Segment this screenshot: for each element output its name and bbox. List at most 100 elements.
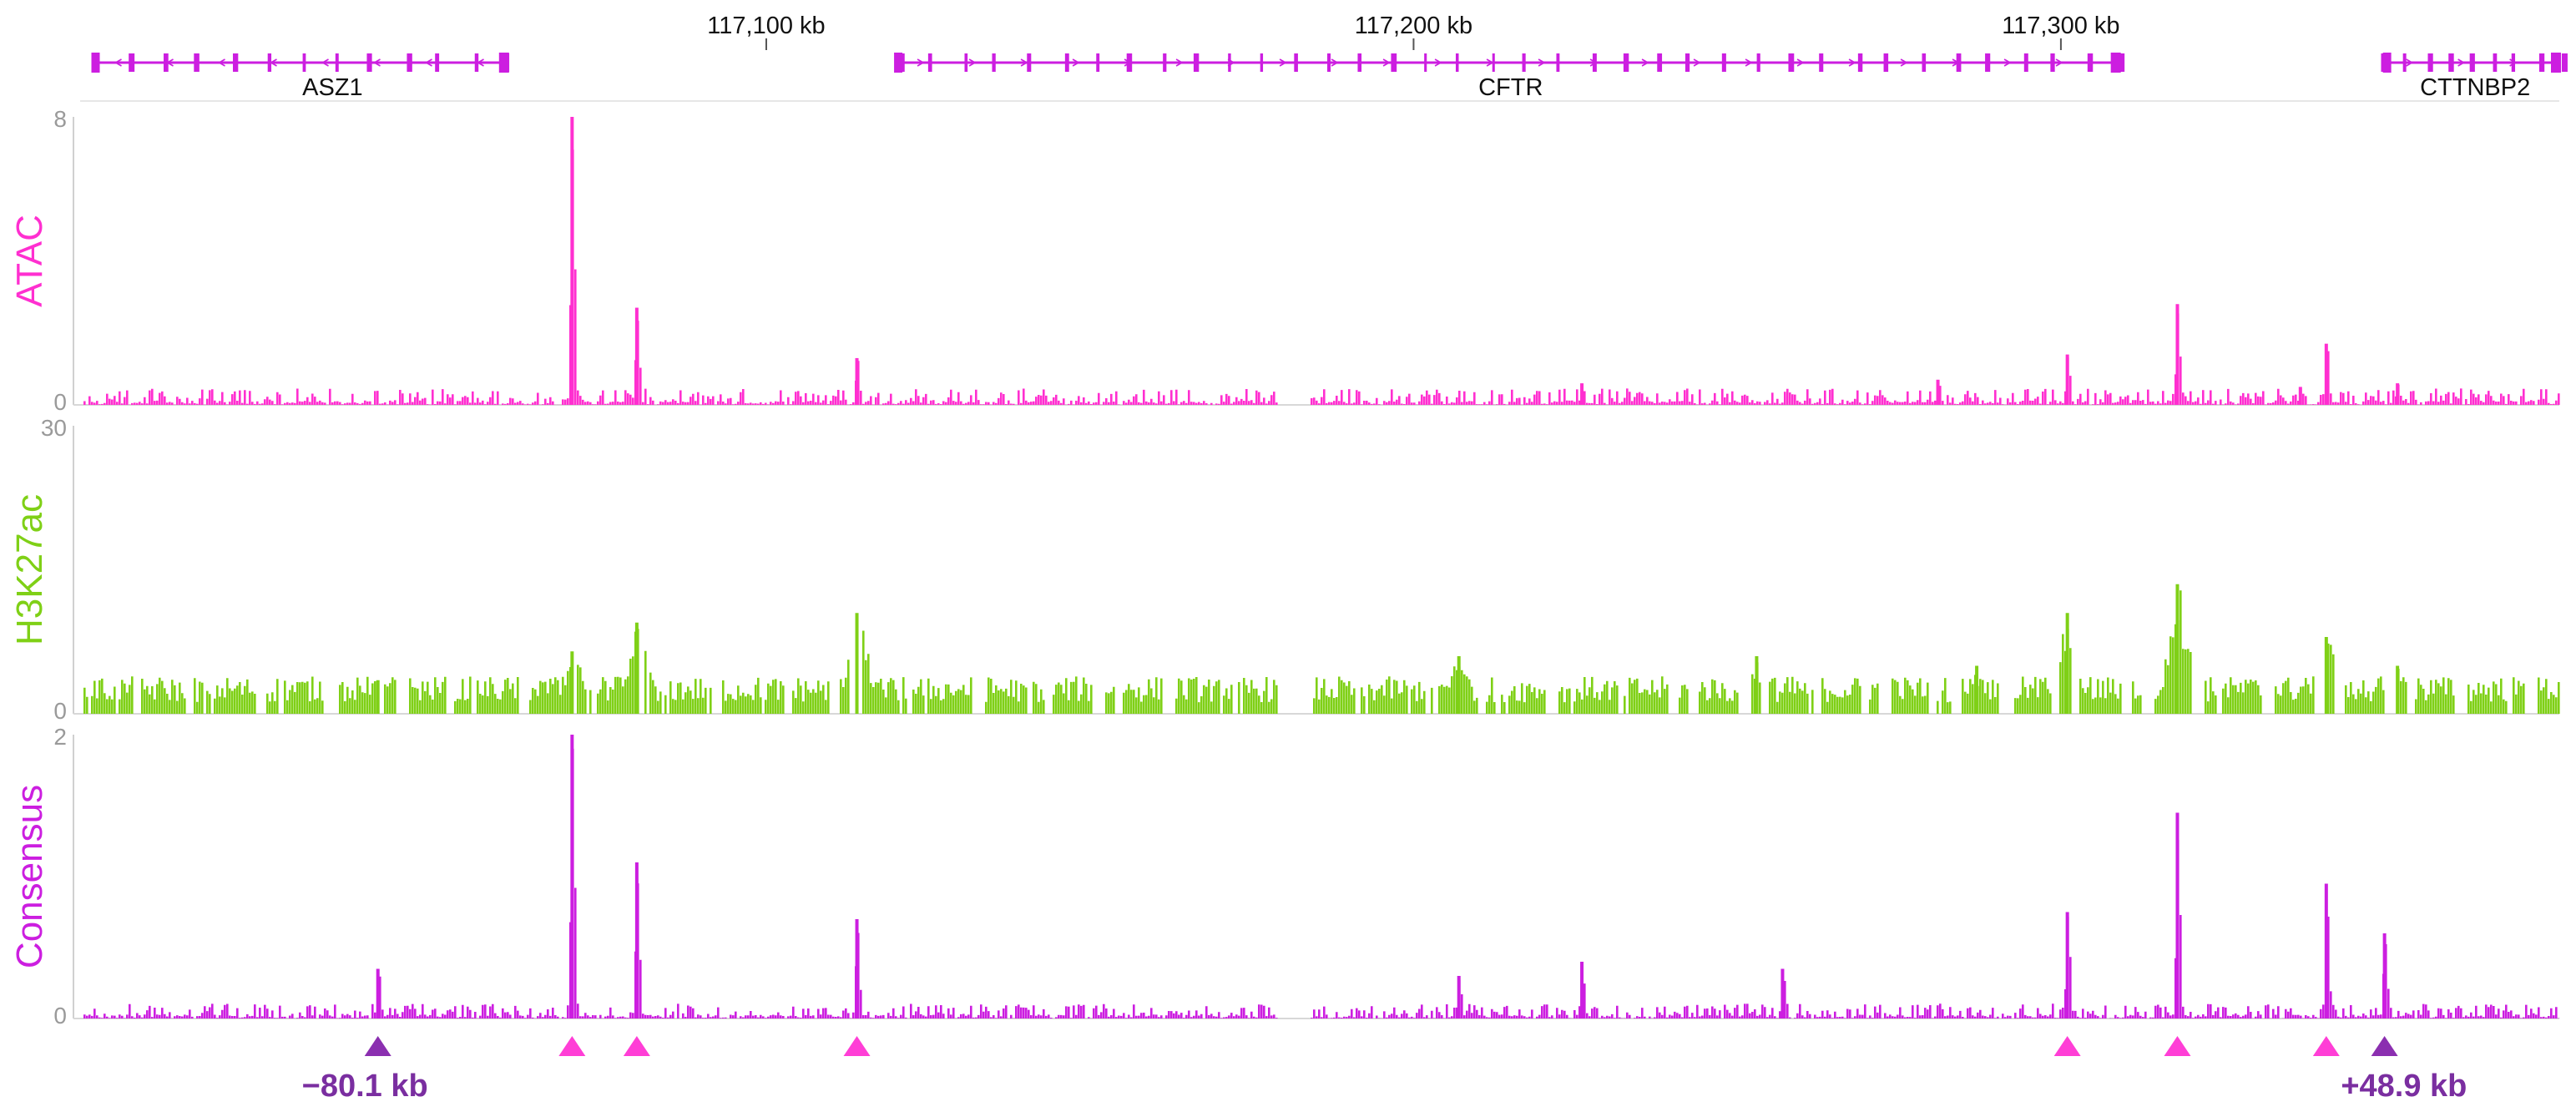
- track-name: Consensus: [9, 785, 50, 968]
- gene-exon: [1163, 53, 1167, 72]
- strand-chevron-icon: [1227, 58, 1235, 67]
- gene-exon: [2551, 53, 2561, 73]
- gene-exon: [1857, 53, 1863, 72]
- peak-bar: [1936, 379, 1940, 405]
- strand-chevron-icon: [1382, 58, 1391, 67]
- strand-chevron-icon: [217, 58, 225, 67]
- peak-marker-triangle-icon[interactable]: [364, 1036, 391, 1056]
- gene-exon: [1027, 53, 1032, 72]
- gene-exon: [194, 53, 200, 72]
- ruler-tick-label: 117,100 kb: [707, 13, 825, 39]
- gene-exon: [498, 53, 509, 73]
- gene-exon: [1064, 53, 1069, 72]
- gene-exon: [1096, 53, 1100, 72]
- gene-exon: [366, 53, 372, 72]
- gene-exon: [164, 53, 169, 72]
- ruler-tick-label: 117,300 kb: [2002, 13, 2119, 39]
- coordinate-ruler: 117,100 kb 117,200 kb 117,300 kb: [707, 13, 2120, 50]
- peak-bar: [1580, 383, 1584, 405]
- peak-bar: [1755, 656, 1759, 714]
- gene-exon: [2493, 53, 2498, 72]
- peak-bar: [376, 680, 380, 714]
- gene-label: CTTNBP2: [2420, 74, 2530, 101]
- gene-exon: [1756, 53, 1760, 72]
- gene-exon: [2427, 53, 2433, 72]
- strand-chevron-icon: [1538, 58, 1546, 67]
- strand-chevron-icon: [2509, 58, 2518, 67]
- distance-label: +48.9 kb: [2341, 1069, 2467, 1104]
- gene-exon: [233, 53, 239, 72]
- peak-bar: [2065, 354, 2069, 405]
- gene-exon: [2382, 53, 2392, 73]
- peak-marker-triangle-icon[interactable]: [623, 1036, 650, 1056]
- peak-bar: [376, 968, 380, 1018]
- gene-label: ASZ1: [302, 74, 363, 101]
- strand-chevron-icon: [372, 58, 381, 67]
- track-name: ATAC: [9, 215, 50, 307]
- strand-chevron-icon: [1745, 58, 1753, 67]
- gene-exon: [1260, 53, 1264, 72]
- gene-exon: [1357, 53, 1362, 72]
- y-axis-max-label: 8: [53, 106, 67, 132]
- peak-bar: [2175, 812, 2179, 1018]
- peak-marker-triangle-icon[interactable]: [2312, 1036, 2340, 1056]
- peak-bar: [2324, 343, 2328, 405]
- gene-exon: [2087, 53, 2094, 72]
- gene-annotation-track: ASZ1 CFTR CTTNBP2: [80, 53, 2568, 102]
- track-atac: ATAC 8 0: [9, 106, 2560, 415]
- strand-chevron-icon: [1900, 58, 1908, 67]
- peak-bar: [2298, 387, 2302, 405]
- strand-chevron-icon: [968, 58, 977, 67]
- gene-exon: [1228, 53, 1231, 72]
- y-axis-min-label: 0: [53, 1003, 67, 1029]
- gene-exon: [964, 53, 968, 72]
- strand-chevron-icon: [1848, 58, 1856, 67]
- peak-bar: [1457, 656, 1461, 714]
- peak-marker-triangle-icon[interactable]: [2053, 1036, 2081, 1056]
- gene-exon: [2448, 53, 2454, 72]
- strand-chevron-icon: [1175, 58, 1184, 67]
- gene-exon: [1883, 53, 1889, 72]
- gene-exon: [992, 53, 996, 72]
- track-name: H3K27ac: [9, 494, 50, 645]
- gene-exon: [1985, 53, 1991, 72]
- gene-exon: [1522, 53, 1526, 72]
- gene-label: CFTR: [1478, 74, 1543, 101]
- gene-exon: [1455, 53, 1459, 72]
- peak-bar: [570, 651, 574, 714]
- gene-exon: [1556, 53, 1560, 72]
- peak-bar: [634, 622, 639, 714]
- gene-exon: [129, 53, 135, 72]
- gene-exon: [435, 53, 440, 72]
- gene-exon: [2050, 53, 2055, 72]
- strand-chevron-icon: [1020, 58, 1028, 67]
- peak-bar: [2065, 613, 2069, 714]
- gene-cttnbp2[interactable]: CTTNBP2: [2381, 53, 2568, 101]
- gene-exon: [2023, 53, 2028, 72]
- gene-exon: [1922, 53, 1927, 72]
- peak-bar: [570, 117, 574, 405]
- strand-chevron-icon: [1641, 58, 1649, 67]
- gene-exon: [2110, 53, 2121, 73]
- y-axis-min-label: 0: [53, 389, 67, 415]
- peak-marker-triangle-icon[interactable]: [2164, 1036, 2191, 1056]
- gene-asz1[interactable]: ASZ1: [91, 53, 510, 101]
- peak-marker-triangle-icon[interactable]: [843, 1036, 871, 1056]
- strand-chevron-icon: [2406, 58, 2414, 67]
- signal-consensus: [83, 748, 2560, 1018]
- strand-chevron-icon: [2457, 58, 2466, 67]
- peak-marker-triangle-icon[interactable]: [2371, 1036, 2398, 1056]
- strand-chevron-icon: [1952, 58, 1960, 67]
- gene-exon: [2469, 53, 2475, 72]
- gene-exon: [1685, 53, 1690, 72]
- gene-exon: [1193, 53, 1200, 72]
- gene-cftr[interactable]: CFTR: [894, 53, 2125, 101]
- peak-bar: [2175, 304, 2179, 405]
- gene-exon: [2561, 53, 2568, 72]
- peak-bar: [855, 613, 859, 714]
- peak-marker-triangle-icon[interactable]: [558, 1036, 586, 1056]
- gene-exon: [1623, 53, 1629, 72]
- distance-label: −80.1 kb: [302, 1069, 428, 1104]
- gene-exon: [302, 53, 306, 72]
